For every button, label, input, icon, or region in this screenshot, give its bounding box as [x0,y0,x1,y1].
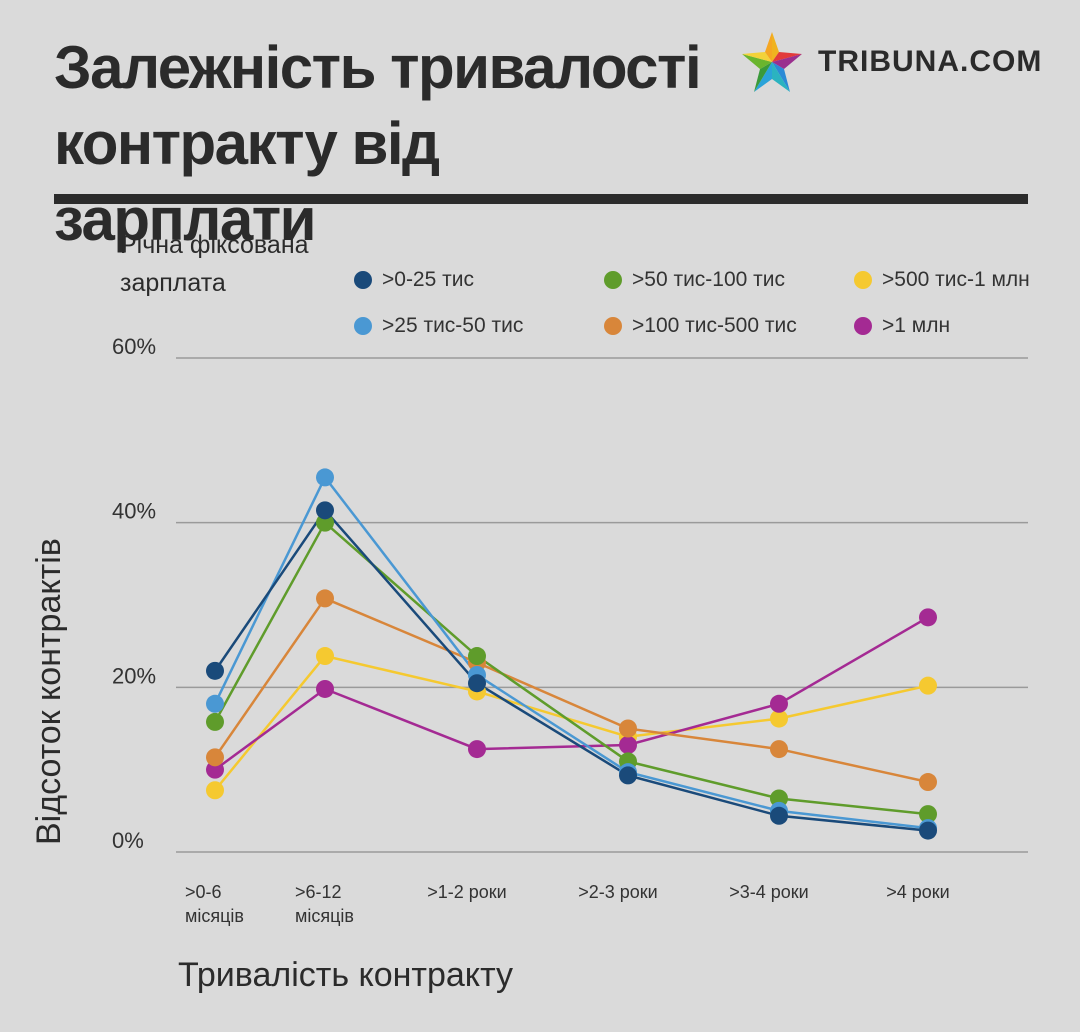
legend-marker [604,271,622,289]
data-point [770,806,788,825]
data-point [770,740,788,759]
y-axis-label: Відсоток контрактів [30,538,68,845]
legend-marker [604,317,622,335]
data-point [770,709,788,728]
star-icon [742,32,802,92]
x-tick-label: >1-2 роки [427,882,506,902]
x-tick-label: >0-6 місяців [185,882,244,926]
data-point [316,589,334,608]
legend-item-series-5: >500 тис-1 млн [854,268,1030,292]
series-line [213,508,929,832]
data-point [468,740,486,759]
legend-title: Річна фіксована зарплата [120,226,309,302]
data-point [919,821,937,840]
legend-label: >0-25 тис [382,268,474,291]
x-tick-label: >2-3 роки [578,882,657,902]
series-line [213,475,929,830]
data-point [919,773,937,792]
data-point [770,789,788,808]
y-tick-label: 60% [112,334,156,359]
y-tick-label: 0% [112,828,144,853]
data-point [468,674,486,693]
data-point [919,676,937,695]
data-point [468,647,486,666]
y-tick-label: 20% [112,663,156,688]
legend-title-line-2: зарплата [120,269,226,297]
data-point [206,712,224,731]
legend-marker [354,271,372,289]
legend-item-series-3: >50 тис-100 тис [604,268,785,292]
data-point [316,513,334,532]
legend-marker [354,317,372,335]
data-point [619,719,637,738]
legend-label: >500 тис-1 млн [882,268,1030,291]
legend-label: >100 тис-500 тис [632,314,797,337]
logo-text: TRIBUNA.COM [818,45,1043,78]
data-point [316,647,334,666]
data-point [919,805,937,824]
data-point [206,748,224,767]
series-line [213,596,929,784]
data-point [316,468,334,487]
data-point [770,694,788,713]
series-line [214,616,929,771]
tribuna-logo[interactable]: TRIBUNA.COM [740,30,1042,94]
data-point [206,661,224,680]
data-point [206,781,224,800]
legend-label: >50 тис-100 тис [632,268,786,291]
title-line-1: Залежність тривалості [54,34,702,101]
data-point [919,608,937,627]
x-tick-label: >6-12 місяців [295,882,354,926]
data-point [619,735,637,754]
legend-item-series-2: >25 тис-50 тис [354,314,523,338]
data-point [206,694,224,713]
data-point [206,760,224,779]
legend-label: >1 млн [882,314,951,337]
legend-item-series-6: >1 млн [854,314,950,338]
legend-title-line-1: Річна фіксована [120,231,309,259]
legend-marker [854,271,872,289]
x-tick-label: >3-4 роки [729,882,808,902]
data-point [316,679,334,698]
series-line [213,520,929,816]
legend-label: >25 тис-50 тис [382,314,524,337]
data-point [316,501,334,520]
legend-item-series-4: >100 тис-500 тис [604,314,797,338]
y-tick-label: 40% [112,499,156,524]
x-axis-label: Тривалість контракту [178,956,514,994]
page-title: Залежність тривалості контракту від зарп… [54,30,704,258]
x-tick-label: >4 роки [886,882,949,902]
legend-marker [854,317,872,335]
series-line [214,654,929,792]
data-point [619,766,637,785]
title-divider [54,194,1028,204]
legend-item-series-1: >0-25 тис [354,268,474,292]
